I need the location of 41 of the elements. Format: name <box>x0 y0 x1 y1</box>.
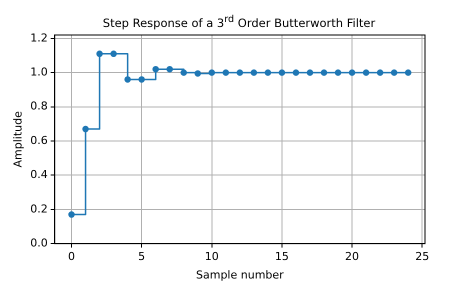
point <box>68 211 75 218</box>
point <box>208 69 216 76</box>
point <box>390 69 398 76</box>
point <box>362 69 370 76</box>
point <box>82 126 89 132</box>
point <box>166 66 173 72</box>
point <box>96 50 103 58</box>
point <box>306 69 314 76</box>
x-tick-label: 0 <box>68 250 76 264</box>
x-axis-title: Sample number <box>196 268 284 282</box>
point <box>236 69 244 76</box>
x-tick-label: 20 <box>345 250 360 264</box>
chart-title: Step Response of a 3$^{rd}$ Order Butterworth Filter <box>102 14 376 30</box>
point <box>152 66 159 72</box>
point <box>110 50 117 58</box>
point <box>250 69 258 76</box>
y-tick-label: 0.6 <box>30 134 48 147</box>
point <box>376 69 384 76</box>
y-tick-label: 0.4 <box>30 168 48 182</box>
y-tick-label: 0.8 <box>30 100 48 113</box>
point <box>348 69 356 76</box>
y-tick-label: 0.0 <box>30 236 48 250</box>
point <box>194 70 202 77</box>
point <box>320 69 328 76</box>
y-tick-label: 1.2 <box>30 31 48 44</box>
x-tick-label: 25 <box>415 250 430 264</box>
y-tick-label: 0.2 <box>30 202 48 216</box>
point <box>404 69 412 76</box>
y-axis-title: Amplitude <box>11 110 24 168</box>
point <box>180 69 187 76</box>
x-tick-label: 15 <box>274 250 289 264</box>
point <box>278 69 286 76</box>
point <box>292 69 300 76</box>
point <box>138 76 145 83</box>
x-tick-label: 5 <box>138 250 146 264</box>
point <box>124 76 131 83</box>
point <box>334 69 342 76</box>
x-tick-label: 10 <box>204 250 219 264</box>
point <box>222 69 230 76</box>
y-tick-label: 1.0 <box>30 65 48 78</box>
point <box>264 69 272 76</box>
